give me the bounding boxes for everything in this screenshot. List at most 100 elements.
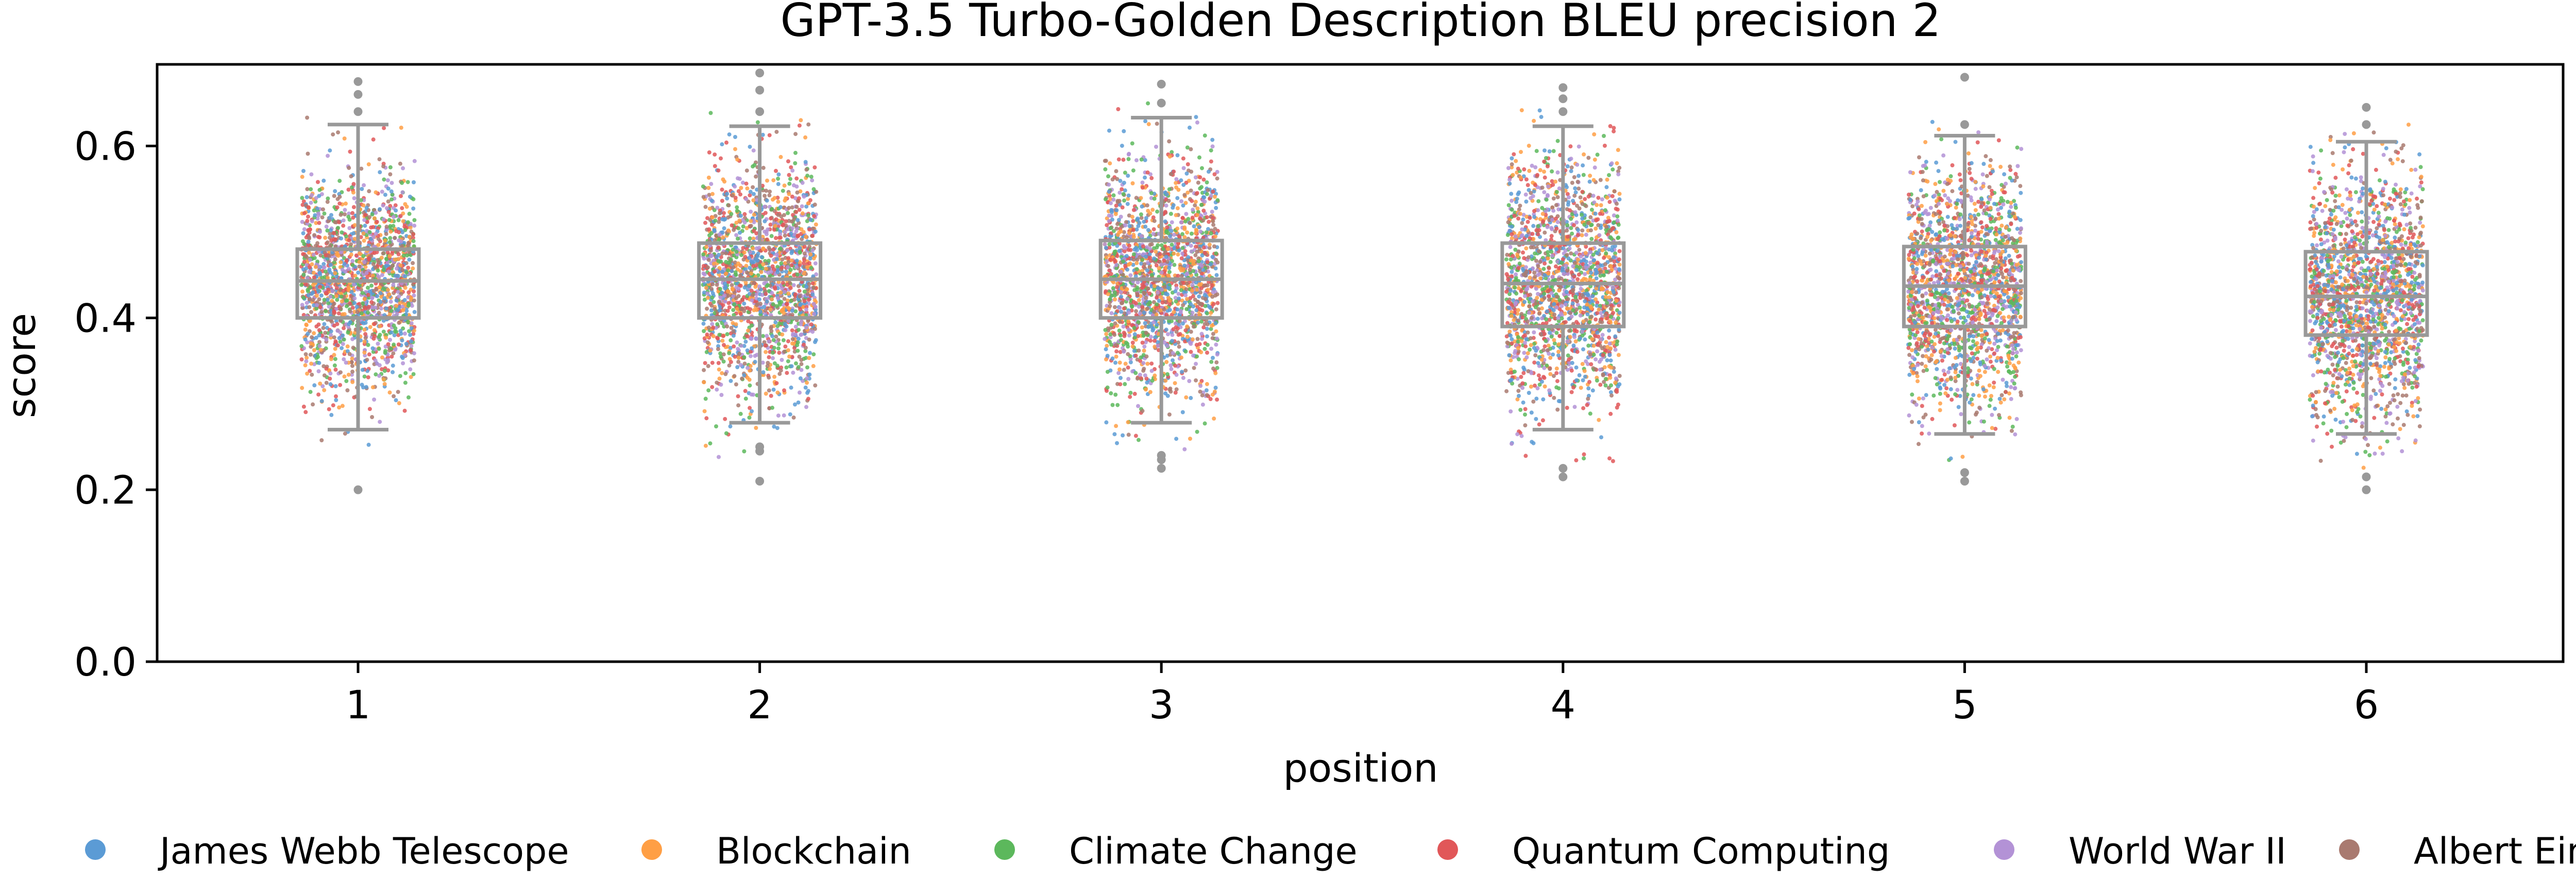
data-point (1213, 234, 1217, 239)
data-point (800, 211, 805, 216)
data-point (336, 130, 341, 135)
data-point (371, 305, 376, 310)
data-point (318, 305, 323, 309)
data-point (342, 136, 347, 141)
data-point (377, 335, 381, 339)
data-point (340, 312, 345, 317)
data-point (703, 204, 708, 209)
data-point (761, 334, 765, 338)
data-point (335, 298, 340, 302)
data-point (405, 180, 410, 184)
data-point (710, 385, 715, 389)
data-point (707, 257, 711, 262)
data-point (770, 290, 774, 295)
data-point (372, 334, 377, 338)
data-point (319, 399, 324, 403)
data-point (1194, 378, 1198, 383)
data-point (736, 394, 740, 399)
data-point (772, 267, 776, 271)
data-point (775, 390, 780, 395)
data-point (326, 301, 331, 305)
data-point (411, 197, 416, 201)
data-point (773, 224, 777, 228)
data-point (716, 361, 721, 365)
data-point (391, 283, 396, 287)
data-point (397, 230, 401, 234)
data-point (363, 265, 368, 269)
data-point (707, 150, 711, 154)
data-point (783, 328, 788, 333)
data-point (337, 195, 342, 199)
data-point (757, 297, 761, 302)
data-point (748, 145, 752, 149)
data-point (349, 252, 353, 257)
data-point (303, 254, 308, 258)
data-point (702, 409, 707, 413)
data-point (804, 307, 808, 312)
data-point (739, 253, 743, 257)
data-point (723, 286, 727, 290)
data-point (306, 293, 311, 298)
data-point (782, 388, 786, 393)
data-point (350, 337, 355, 341)
data-point (391, 364, 395, 368)
data-point (376, 243, 381, 247)
data-point (391, 370, 395, 374)
data-point (412, 218, 417, 222)
data-point (1113, 360, 1117, 365)
data-point (776, 199, 781, 204)
data-point (732, 374, 737, 378)
data-point (767, 133, 772, 137)
data-point (333, 347, 337, 351)
data-point (807, 261, 811, 265)
data-point (789, 232, 793, 236)
data-point (358, 304, 362, 309)
data-point (1164, 360, 1169, 364)
data-point (775, 364, 779, 368)
data-point (749, 354, 753, 358)
data-point (811, 352, 816, 357)
data-point (352, 296, 357, 301)
data-point (715, 283, 719, 287)
data-point (738, 307, 743, 312)
data-point (721, 303, 725, 307)
data-point (366, 304, 371, 309)
data-point (383, 287, 387, 292)
data-point (303, 363, 308, 368)
data-point (764, 391, 768, 396)
data-point (412, 223, 417, 228)
data-point (307, 305, 312, 309)
data-point (748, 364, 753, 368)
data-point (771, 302, 775, 306)
data-point (805, 265, 809, 270)
data-point (728, 346, 733, 350)
data-point (790, 249, 794, 253)
data-point (338, 318, 343, 323)
data-point (742, 250, 747, 255)
data-point (344, 299, 348, 303)
data-point (745, 186, 750, 191)
data-point (725, 332, 730, 336)
data-point (773, 320, 778, 324)
data-point (407, 257, 412, 262)
data-point (783, 344, 788, 349)
data-point (350, 364, 354, 368)
data-point (1109, 311, 1114, 316)
data-point (708, 111, 713, 115)
data-point (742, 212, 747, 216)
data-point (340, 346, 344, 351)
data-point (1156, 286, 1160, 290)
data-point (366, 342, 370, 347)
data-point (310, 193, 314, 197)
data-point (373, 358, 378, 363)
data-point (1215, 198, 1220, 202)
data-point (304, 359, 309, 364)
data-point (743, 339, 748, 344)
data-point (397, 320, 401, 325)
data-point (348, 309, 352, 314)
data-point (344, 258, 349, 263)
data-point (723, 299, 727, 304)
data-point (770, 334, 775, 338)
data-point (771, 247, 776, 252)
data-point (1126, 174, 1130, 178)
